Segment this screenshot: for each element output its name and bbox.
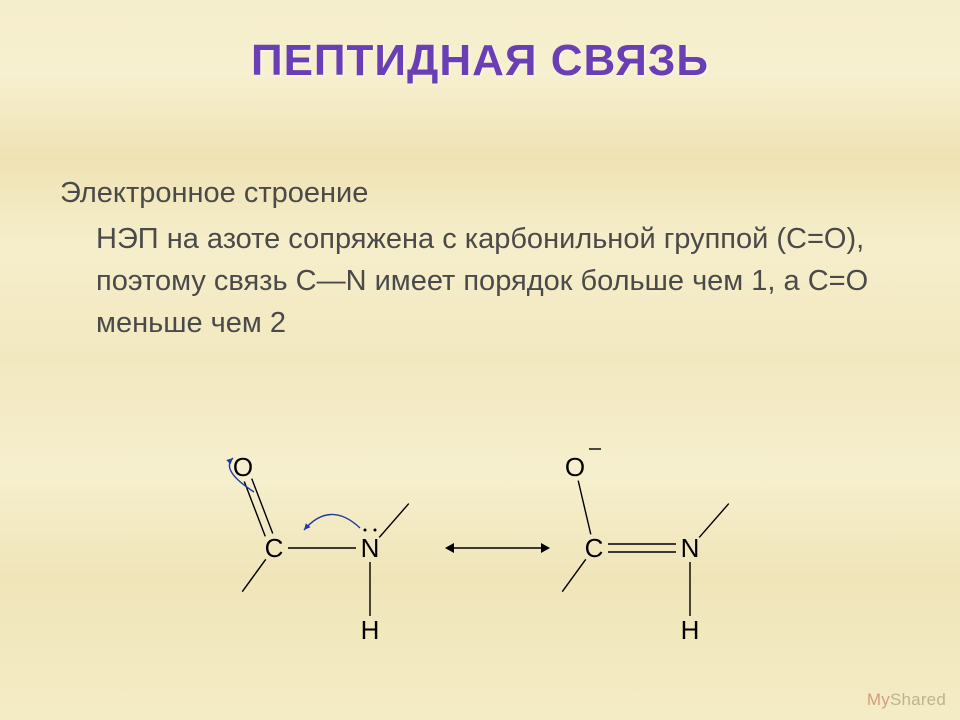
slide-root: ПЕПТИДНАЯ СВЯЗЬ Электронное строение НЭП… [0,0,960,720]
watermark-rest: Shared [890,690,946,709]
paragraph-2: НЭП на азоте сопряжена с карбонильной гр… [96,218,880,344]
svg-text:H: H [361,615,380,645]
svg-text:N: N [361,533,380,563]
watermark: MyShared [867,690,946,710]
svg-text:C: C [265,533,284,563]
paragraph-1: Электронное строение [60,172,880,214]
resonance-diagram: CONHCONH [200,420,760,650]
svg-text:N: N [681,533,700,563]
slide-title: ПЕПТИДНАЯ СВЯЗЬ [0,36,960,86]
svg-text:H: H [681,615,700,645]
watermark-prefix: My [867,690,890,709]
body-text: Электронное строение НЭП на азоте сопряж… [60,172,880,344]
svg-text:O: O [565,452,585,482]
svg-text:C: C [585,533,604,563]
